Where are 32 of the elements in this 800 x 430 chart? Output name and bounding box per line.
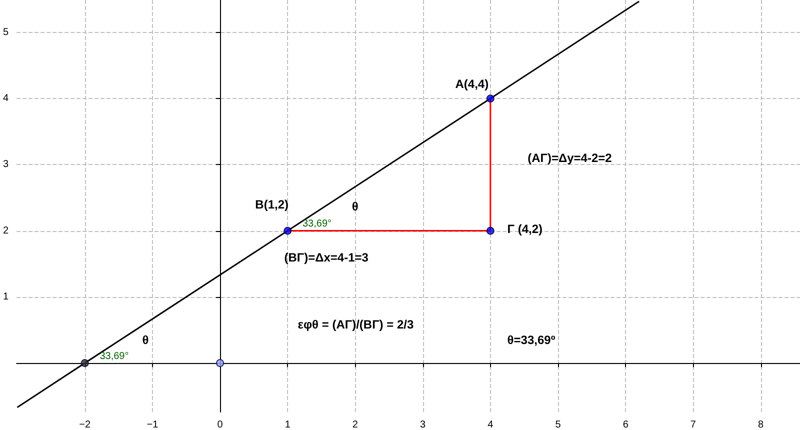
y-tick-label: 4 bbox=[3, 93, 9, 104]
x-tick-label: −2 bbox=[79, 420, 91, 430]
point bbox=[216, 359, 224, 368]
annotation: Γ (4,2) bbox=[507, 222, 543, 236]
y-tick-label: 1 bbox=[3, 291, 9, 302]
x-tick-label: 8 bbox=[758, 420, 764, 430]
point bbox=[284, 226, 292, 235]
annotation: (ΒΓ)=Δx=4-1=3 bbox=[284, 250, 369, 264]
annotation: θ bbox=[352, 199, 358, 214]
y-tick-label: 2 bbox=[3, 225, 9, 236]
annotation: θ bbox=[142, 332, 149, 347]
point bbox=[80, 359, 89, 368]
x-tick-label: 1 bbox=[284, 420, 291, 430]
x-tick-label: 0 bbox=[217, 420, 224, 430]
y-tick-label: 3 bbox=[3, 159, 9, 170]
x-tick-label: 5 bbox=[555, 420, 562, 430]
y-tick-label: 5 bbox=[3, 26, 9, 38]
x-tick-label: 2 bbox=[352, 420, 358, 430]
x-tick-label: 4 bbox=[488, 420, 494, 430]
x-tick-label: 6 bbox=[622, 420, 629, 430]
point bbox=[486, 94, 494, 103]
x-tick-label: 3 bbox=[420, 420, 426, 430]
annotation: A(4,4) bbox=[455, 76, 489, 91]
annotation: 33,69° bbox=[100, 350, 129, 362]
point bbox=[486, 226, 494, 235]
annotation: 33,69° bbox=[302, 218, 332, 230]
x-tick-label: −1 bbox=[146, 420, 159, 430]
annotation: εφθ = (ΑΓ)/(ΒΓ) = 2/3 bbox=[298, 318, 414, 332]
annotation: θ=33,69º bbox=[507, 332, 556, 347]
annotation: B(1,2) bbox=[255, 197, 289, 212]
annotation: (ΑΓ)=Δy=4-2=2 bbox=[528, 151, 612, 166]
x-tick-label: 7 bbox=[690, 420, 696, 430]
